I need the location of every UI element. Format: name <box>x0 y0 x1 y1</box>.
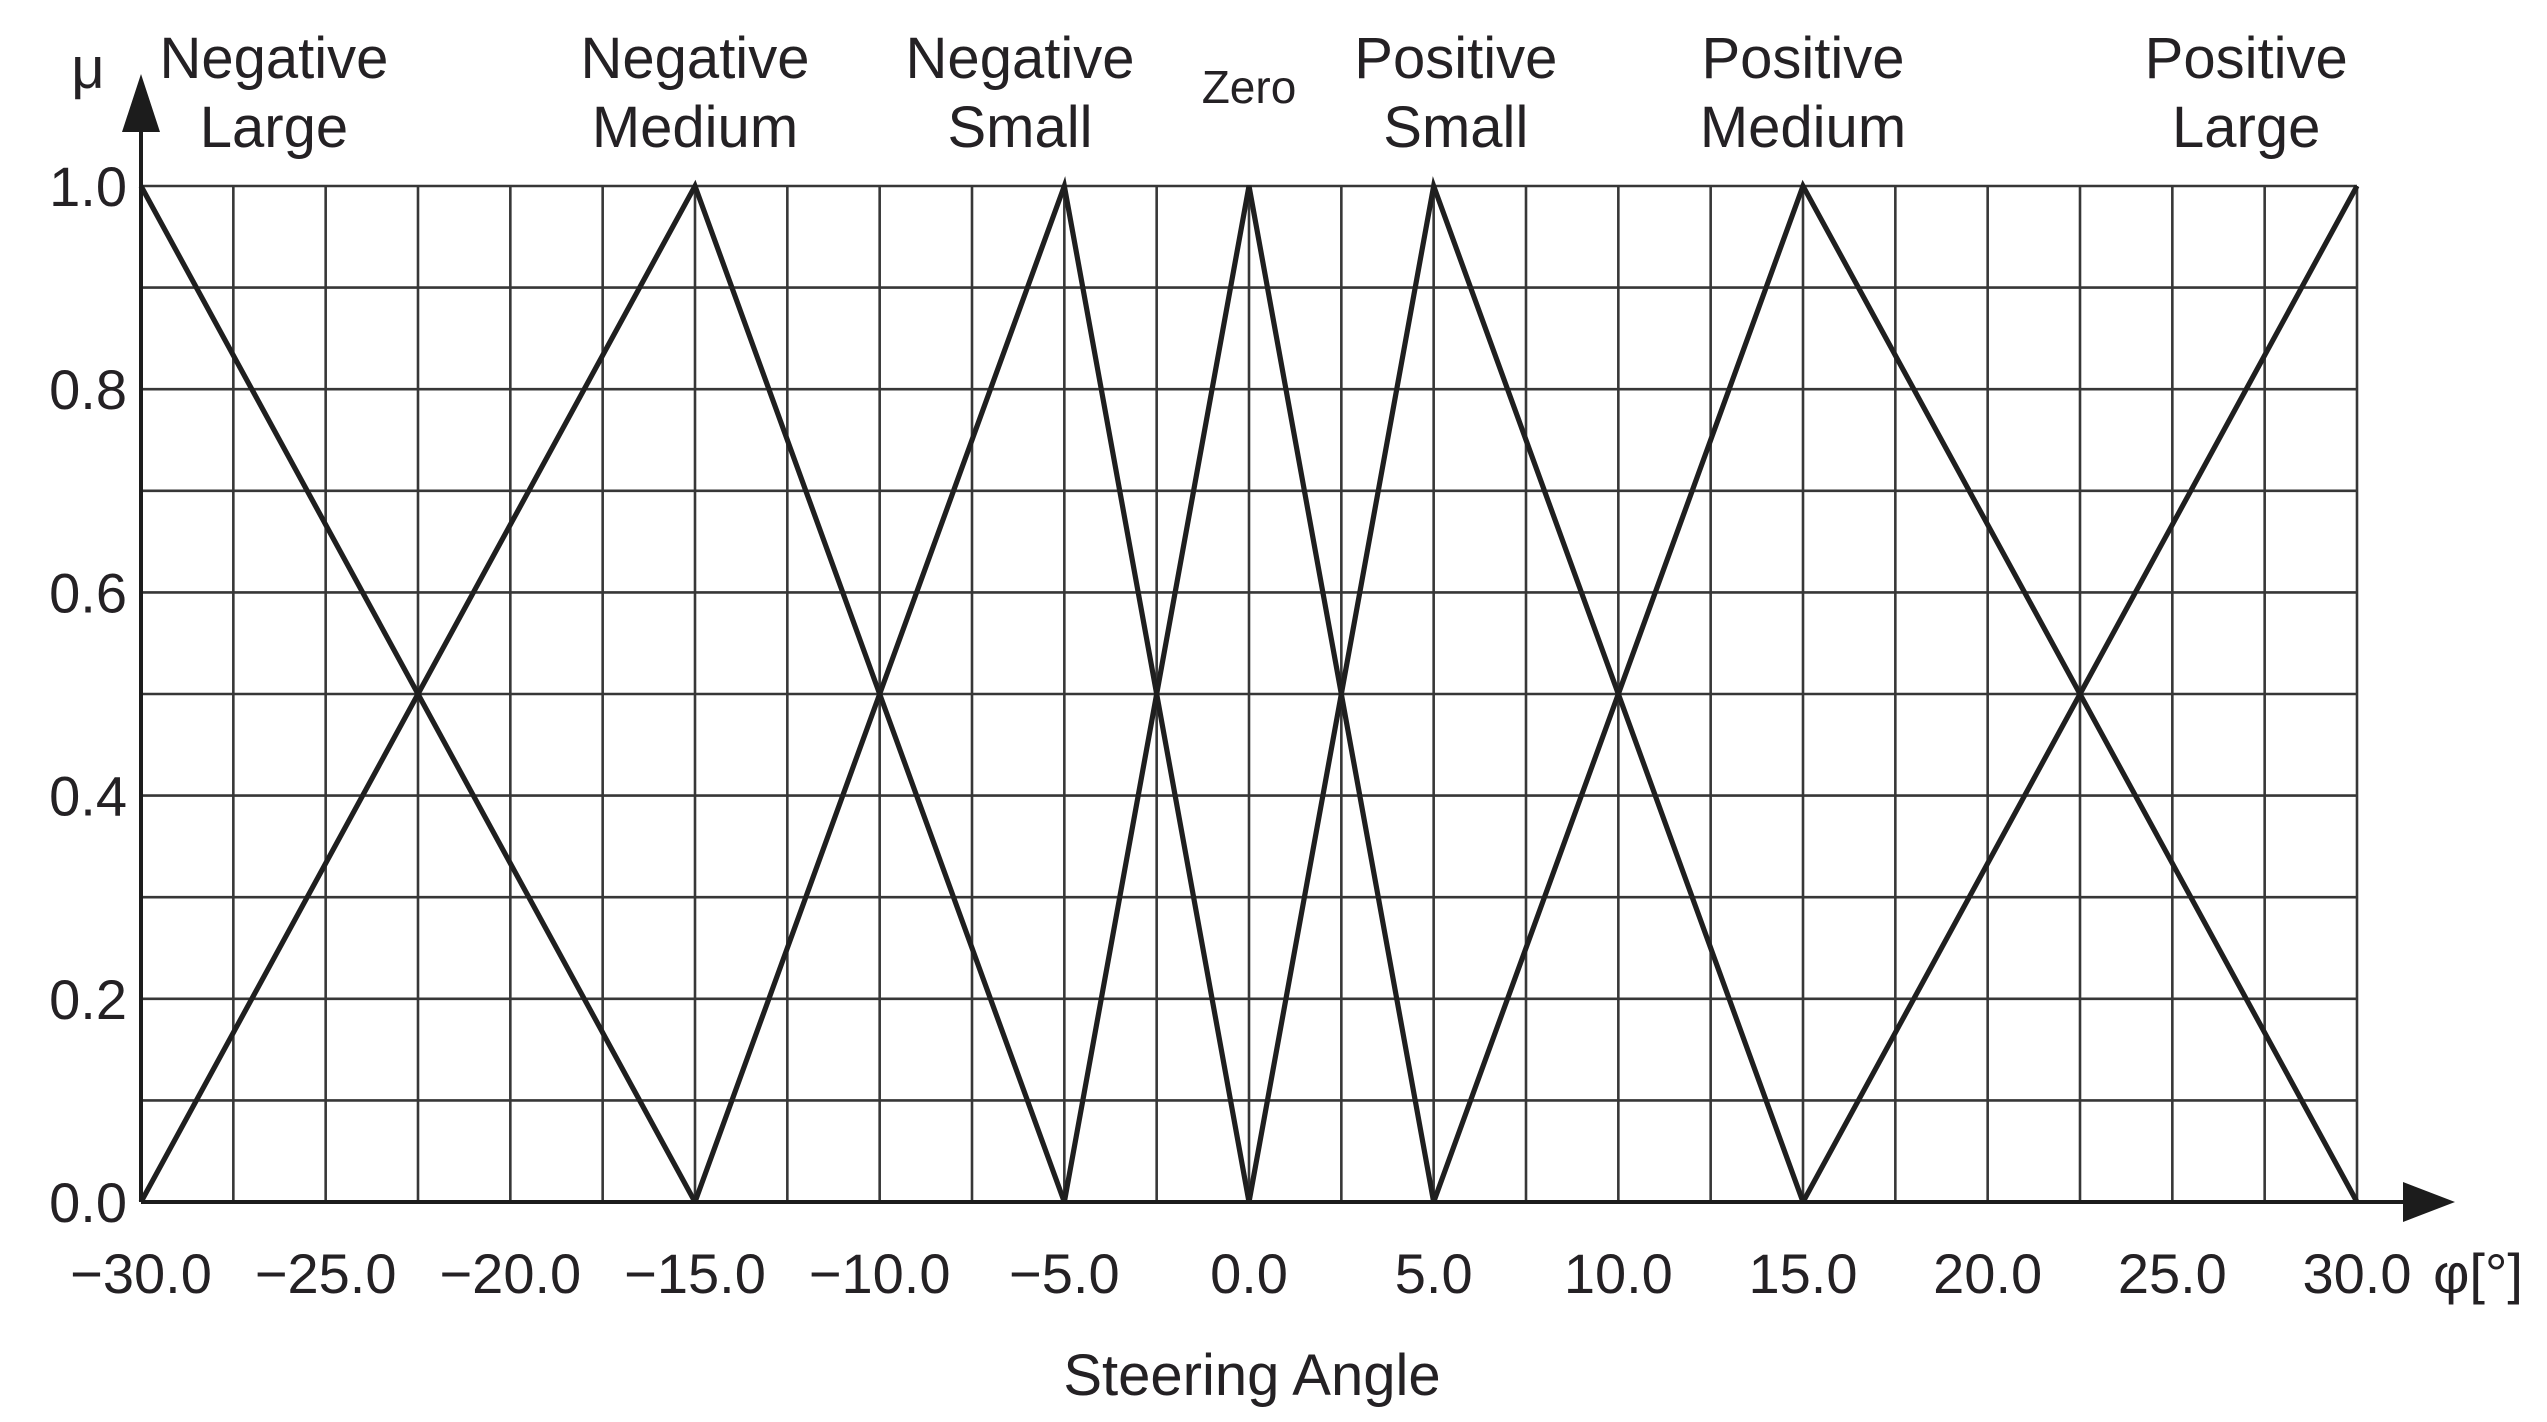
set-label-zero: Zero <box>1202 61 1297 113</box>
set-label-positive-medium-line1: Positive <box>1701 26 1904 91</box>
x-tick-label: −5.0 <box>1009 1242 1120 1305</box>
membership-curve-positive-small <box>1246 176 1806 1203</box>
x-tick-label: −30.0 <box>70 1242 212 1305</box>
x-tick-label: 20.0 <box>1933 1242 2042 1305</box>
x-tick-label: −10.0 <box>809 1242 951 1305</box>
membership-curve-positive-large <box>1800 184 2360 1204</box>
set-label-positive-small-line1: Positive <box>1354 26 1557 91</box>
y-axis-symbol-mu: μ <box>71 36 104 101</box>
y-axis-arrowhead-icon <box>122 74 160 132</box>
set-label-positive-medium-line2: Medium <box>1700 95 1906 160</box>
x-tick-label: 10.0 <box>1564 1242 1673 1305</box>
set-label-negative-small-line2: Small <box>947 95 1092 160</box>
x-tick-label: −25.0 <box>255 1242 397 1305</box>
set-label-negative-medium-line2: Medium <box>592 95 798 160</box>
x-tick-label: 5.0 <box>1395 1242 1473 1305</box>
set-label-positive-large-line2: Large <box>2172 95 2320 160</box>
y-tick-label: 0.6 <box>49 561 127 624</box>
y-tick-label: 0.4 <box>49 765 127 828</box>
set-label-negative-large-line2: Large <box>200 95 348 160</box>
membership-curve-zero <box>1061 185 1437 1203</box>
set-label-positive-small-line2: Small <box>1383 95 1528 160</box>
grid-lines <box>139 184 2359 1204</box>
membership-curve-positive-medium <box>1431 179 2360 1204</box>
x-tick-label: 30.0 <box>2303 1242 2412 1305</box>
set-label-negative-small-line1: Negative <box>906 26 1135 91</box>
chart-labels: NegativeLargeNegativeMediumNegativeSmall… <box>49 26 2523 1408</box>
x-tick-label: −20.0 <box>439 1242 581 1305</box>
membership-curve-negative-medium <box>138 179 1067 1204</box>
y-tick-label: 0.8 <box>49 358 127 421</box>
set-label-negative-medium-line1: Negative <box>581 26 810 91</box>
set-label-positive-large-line1: Positive <box>2145 26 2348 91</box>
set-label-negative-large-line1: Negative <box>159 26 388 91</box>
x-tick-label: 15.0 <box>1749 1242 1858 1305</box>
x-tick-label: −15.0 <box>624 1242 766 1305</box>
y-tick-label: 0.0 <box>49 1171 127 1234</box>
x-axis-unit-symbol: φ[°] <box>2433 1242 2523 1305</box>
x-tick-label: 0.0 <box>1210 1242 1288 1305</box>
x-tick-label: 25.0 <box>2118 1242 2227 1305</box>
axes <box>122 74 2455 1222</box>
membership-curves <box>138 176 2360 1204</box>
membership-curve-negative-small <box>692 176 1252 1203</box>
x-axis-arrowhead-icon <box>2403 1182 2455 1222</box>
x-axis-title: Steering Angle <box>1063 1343 1440 1408</box>
y-tick-label: 1.0 <box>49 155 127 218</box>
y-tick-label: 0.2 <box>49 968 127 1031</box>
